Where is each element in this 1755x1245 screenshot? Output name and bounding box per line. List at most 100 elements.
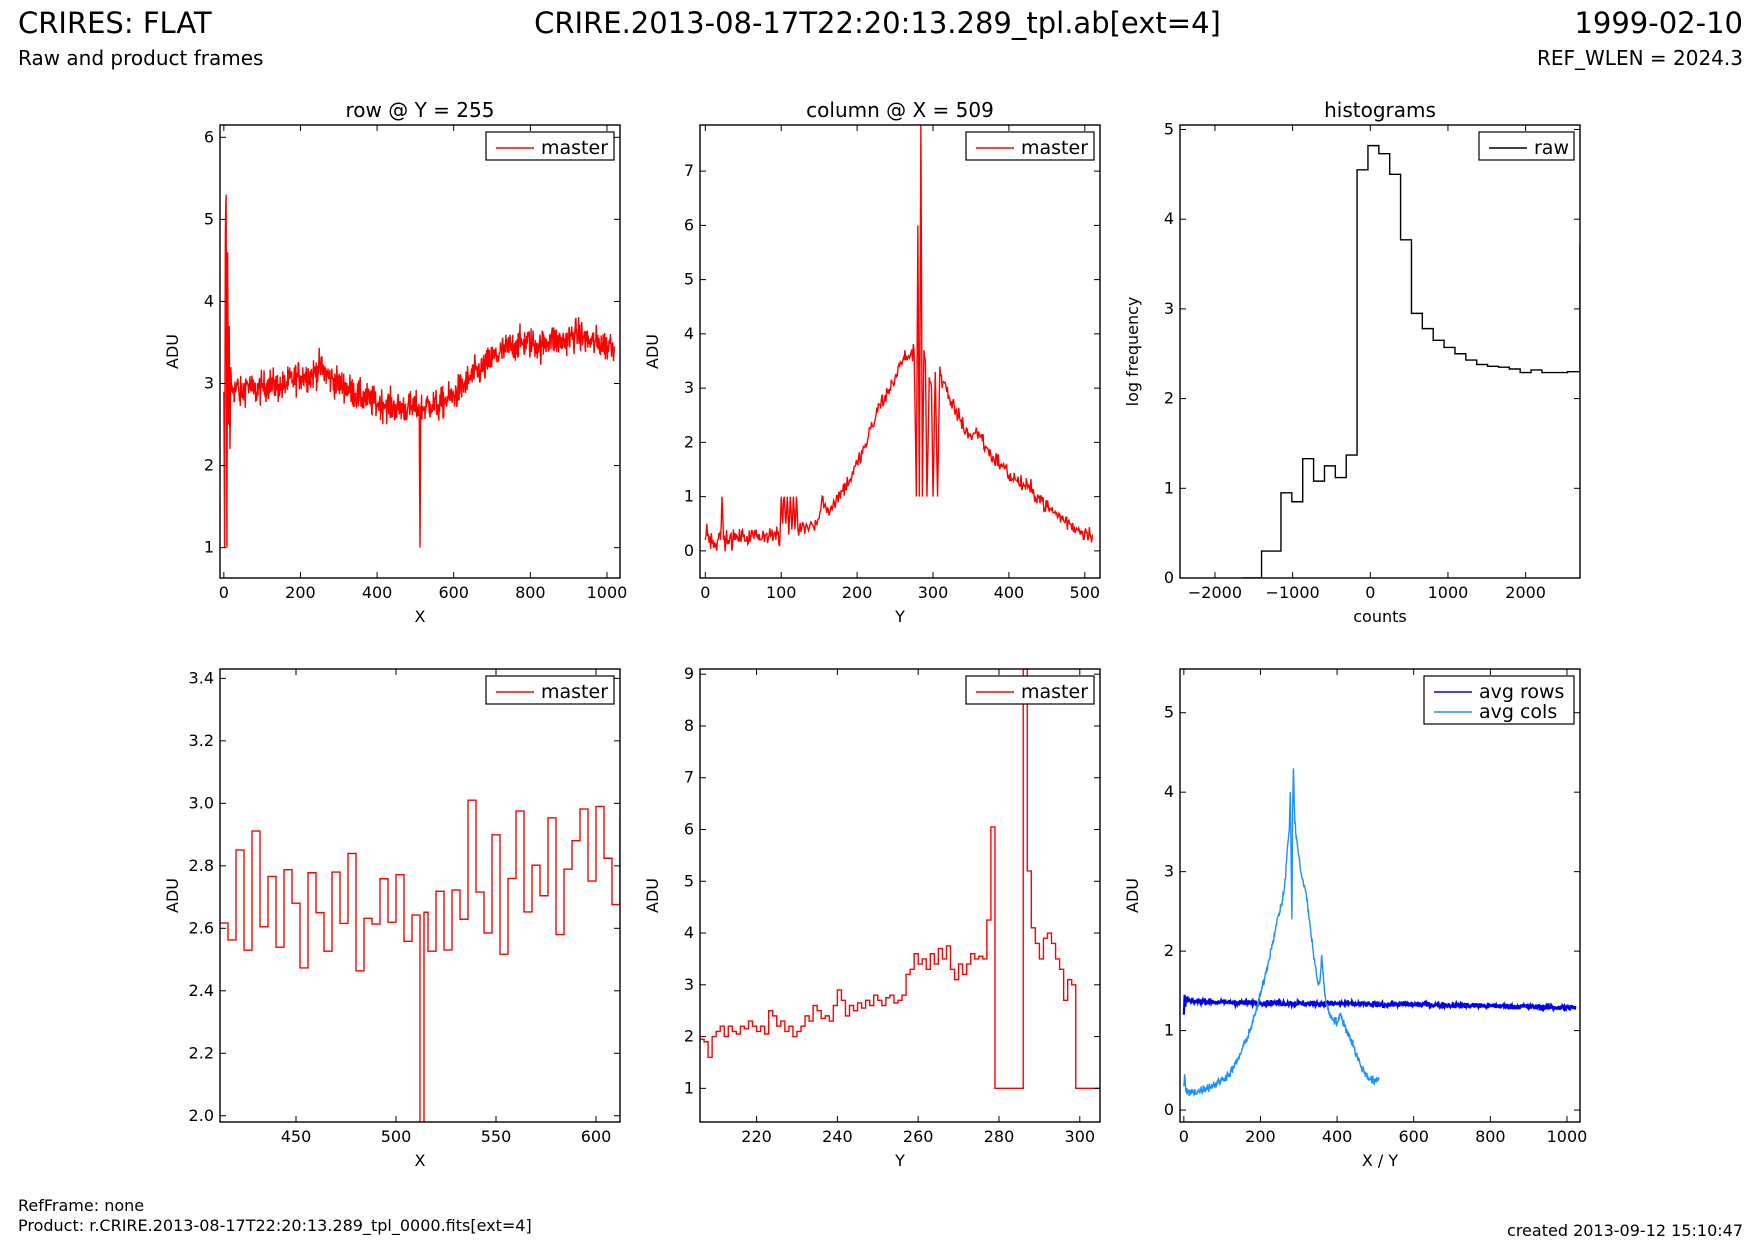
y-tick-label: 0 xyxy=(684,541,694,560)
y-tick-label: 1 xyxy=(684,487,694,506)
y-tick-label: 3 xyxy=(684,378,694,397)
axes-frame xyxy=(219,124,621,579)
x-tick-label: 280 xyxy=(984,1127,1015,1146)
y-tick-label: 3.4 xyxy=(189,668,214,687)
x-tick-label: −2000 xyxy=(1188,583,1242,602)
y-tick-label: 1 xyxy=(204,538,214,557)
x-axis-label: X xyxy=(415,607,426,626)
ref-wavelength: REF_WLEN = 2024.3 xyxy=(1536,46,1743,70)
axes-frame xyxy=(1179,124,1581,579)
axes-frame xyxy=(1179,668,1581,1123)
panel-column: 0 100 200 300 400 500 0 1 2 3 4 5 6 7 column @ X = 509… xyxy=(643,98,1101,626)
x-tick-label: 400 xyxy=(362,583,393,602)
x-tick-label: 450 xyxy=(281,1127,312,1146)
y-axis-label: ADU xyxy=(1123,878,1142,913)
y-tick-label: 6 xyxy=(204,127,214,146)
x-tick-label: 1000 xyxy=(1547,1127,1588,1146)
y-tick-label: 6 xyxy=(684,215,694,234)
y-tick-label: 2 xyxy=(684,432,694,451)
axes-frame xyxy=(699,124,1101,579)
axes-frame xyxy=(219,668,621,1123)
x-tick-label: 800 xyxy=(1475,1127,1506,1146)
y-tick-label: 3 xyxy=(1164,299,1174,318)
x-tick-label: −1000 xyxy=(1266,583,1320,602)
x-axis-label: X / Y xyxy=(1362,1151,1399,1170)
x-tick-label: 550 xyxy=(481,1127,512,1146)
x-tick-label: 240 xyxy=(822,1127,853,1146)
y-tick-label: 2.2 xyxy=(189,1043,214,1062)
y-tick-label: 2 xyxy=(1164,389,1174,408)
y-tick-label: 2 xyxy=(1164,941,1174,960)
y-tick-label: 3 xyxy=(684,975,694,994)
panel-title: column @ X = 509 xyxy=(806,98,994,122)
y-tick-label: 7 xyxy=(684,768,694,787)
y-tick-label: 5 xyxy=(684,871,694,890)
y-tick-label: 5 xyxy=(1164,119,1174,138)
y-tick-label: 5 xyxy=(684,270,694,289)
y-tick-label: 7 xyxy=(684,161,694,180)
legend-label: master xyxy=(1021,681,1088,703)
panel-column-zoom: 220 240 260 280 300 1 2 3 4 5 6 7 8 9 Y ADU master xyxy=(643,664,1101,1170)
frames-subtitle: Raw and product frames xyxy=(18,46,264,70)
y-tick-label: 3 xyxy=(204,374,214,393)
y-tick-label: 5 xyxy=(204,209,214,228)
y-tick-label: 1 xyxy=(1164,1021,1174,1040)
x-tick-label: 300 xyxy=(1065,1127,1096,1146)
y-tick-label: 4 xyxy=(204,291,214,310)
x-tick-label: 800 xyxy=(515,583,546,602)
y-tick-label: 2.0 xyxy=(189,1106,214,1125)
series-master xyxy=(700,669,1100,1090)
panel-histograms: −2000 −1000 0 1000 2000 0 1 2 3 4 5 histograms count… xyxy=(1123,98,1581,626)
y-tick-label: 5 xyxy=(1164,703,1174,722)
legend-label: master xyxy=(1021,137,1088,159)
legend-box xyxy=(965,131,1095,161)
x-tick-label: 200 xyxy=(285,583,316,602)
panel-row: 0 200 400 600 800 1000 1 2 3 4 5 6 row @ Y = 255 X ADU… xyxy=(163,98,627,626)
y-axis-label: ADU xyxy=(163,334,182,369)
ref-frame: RefFrame: none xyxy=(18,1196,145,1215)
x-axis-label: Y xyxy=(894,607,905,626)
created-timestamp: created 2013-09-12 15:10:47 xyxy=(1507,1221,1743,1240)
y-axis-label: ADU xyxy=(643,334,662,369)
legend-box xyxy=(485,131,615,161)
x-tick-label: 1000 xyxy=(1428,583,1469,602)
product-name: Product: r.CRIRE.2013-08-17T22:20:13.289… xyxy=(18,1216,532,1235)
y-tick-label: 3 xyxy=(1164,862,1174,881)
legend-label: avg cols xyxy=(1479,701,1557,723)
x-tick-label: 220 xyxy=(741,1127,772,1146)
legend-box xyxy=(1423,675,1575,725)
legend-box xyxy=(965,675,1095,705)
x-tick-label: 2000 xyxy=(1505,583,1546,602)
y-tick-label: 9 xyxy=(684,664,694,683)
panel-row-zoom: 450 500 550 600 2.0 2.2 2.4 2.6 2.8 3.0 3.2 3.4 X ADU… xyxy=(163,668,621,1170)
axes-frame xyxy=(699,668,1101,1123)
series-master xyxy=(704,125,1094,552)
x-tick-label: 260 xyxy=(903,1127,934,1146)
y-tick-label: 2.8 xyxy=(189,856,214,875)
series-avg-cols xyxy=(1183,768,1380,1098)
y-tick-label: 4 xyxy=(1164,209,1174,228)
y-tick-label: 3.2 xyxy=(189,731,214,750)
y-tick-label: 2.6 xyxy=(189,918,214,937)
y-tick-label: 3.0 xyxy=(189,793,214,812)
panel-averages: 0 200 400 600 800 1000 0 1 2 3 4 5 X / Y ADU avg rowsa… xyxy=(1123,668,1588,1170)
legend-label: master xyxy=(541,681,608,703)
y-tick-label: 6 xyxy=(684,819,694,838)
x-tick-label: 600 xyxy=(581,1127,612,1146)
series-avg-rows xyxy=(1182,994,1577,1015)
y-tick-label: 2 xyxy=(204,456,214,475)
y-tick-label: 8 xyxy=(684,716,694,735)
x-tick-label: 300 xyxy=(918,583,949,602)
series-raw xyxy=(1242,144,1580,578)
y-tick-label: 1 xyxy=(1164,478,1174,497)
x-tick-label: 500 xyxy=(1070,583,1101,602)
x-tick-label: 1000 xyxy=(587,583,628,602)
legend-box xyxy=(485,675,615,705)
x-tick-label: 0 xyxy=(700,583,710,602)
x-tick-label: 200 xyxy=(842,583,873,602)
x-axis-label: counts xyxy=(1353,607,1406,626)
legend-label: master xyxy=(541,137,608,159)
x-tick-label: 0 xyxy=(1179,1127,1189,1146)
